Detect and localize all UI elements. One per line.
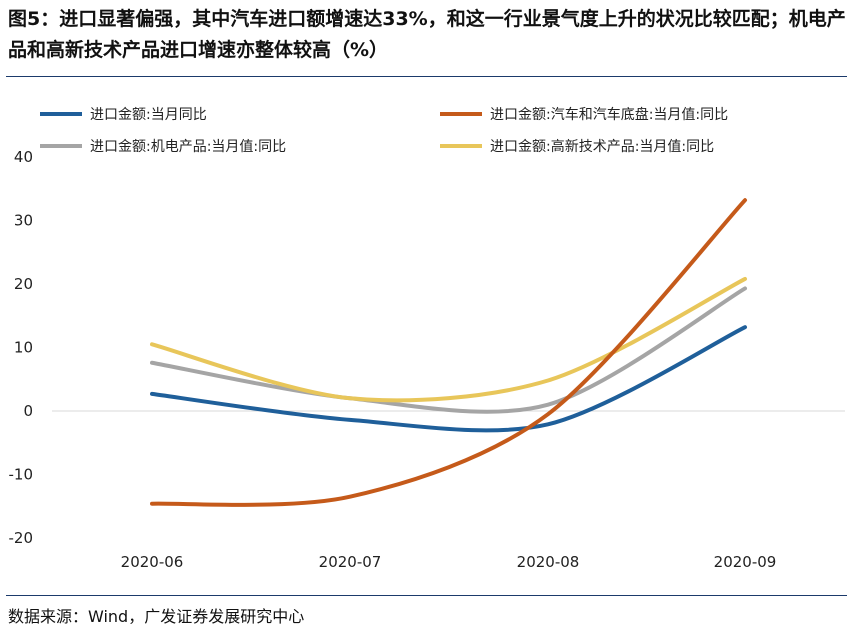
- line-chart: 进口金额:当月同比 进口金额:汽车和汽车底盘:当月值:同比进口金额:机电产品:当月…: [9, 106, 845, 571]
- x-tick-label: 2020-06: [121, 553, 184, 571]
- legend-label-4: 进口金额:高新技术产品:当月值:同比: [490, 138, 714, 155]
- y-tick-label: 40: [14, 148, 33, 166]
- series-line-4: [150, 276, 747, 403]
- series-lines: [150, 198, 747, 507]
- bottom-divider: [6, 595, 847, 596]
- series-line-1: [150, 325, 747, 433]
- legend-label-2: 进口金额:汽车和汽车底盘:当月值:同比: [490, 106, 728, 123]
- figure-title: 图5：进口显著偏强，其中汽车进口额增速达33%，和这一行业景气度上升的状况比较匹…: [8, 8, 846, 61]
- series-line-3: [150, 286, 747, 414]
- x-tick-label: 2020-08: [517, 553, 580, 571]
- legend-label-1: 进口金额:当月同比: [90, 107, 207, 123]
- y-tick-label: -20: [9, 529, 34, 547]
- source-note: 数据来源：Wind，广发证券发展研究中心: [8, 607, 305, 626]
- x-tick-label: 2020-09: [714, 553, 777, 571]
- series-line-2: [150, 198, 747, 507]
- y-tick-label: -10: [9, 466, 34, 484]
- y-tick-label: 10: [14, 339, 33, 357]
- y-tick-label: 0: [23, 402, 33, 420]
- axes: -20 -10 0 10 20 30 40 2020-06 2020-07 2020-08 2020…: [9, 148, 845, 571]
- y-tick-label: 20: [14, 275, 33, 293]
- y-tick-label: 30: [14, 212, 33, 230]
- legend: 进口金额:当月同比 进口金额:汽车和汽车底盘:当月值:同比进口金额:机电产品:当月…: [40, 106, 728, 155]
- x-tick-label: 2020-07: [319, 553, 382, 571]
- top-divider: [6, 76, 847, 77]
- legend-label-3: 进口金额:机电产品:当月值:同比: [90, 139, 286, 155]
